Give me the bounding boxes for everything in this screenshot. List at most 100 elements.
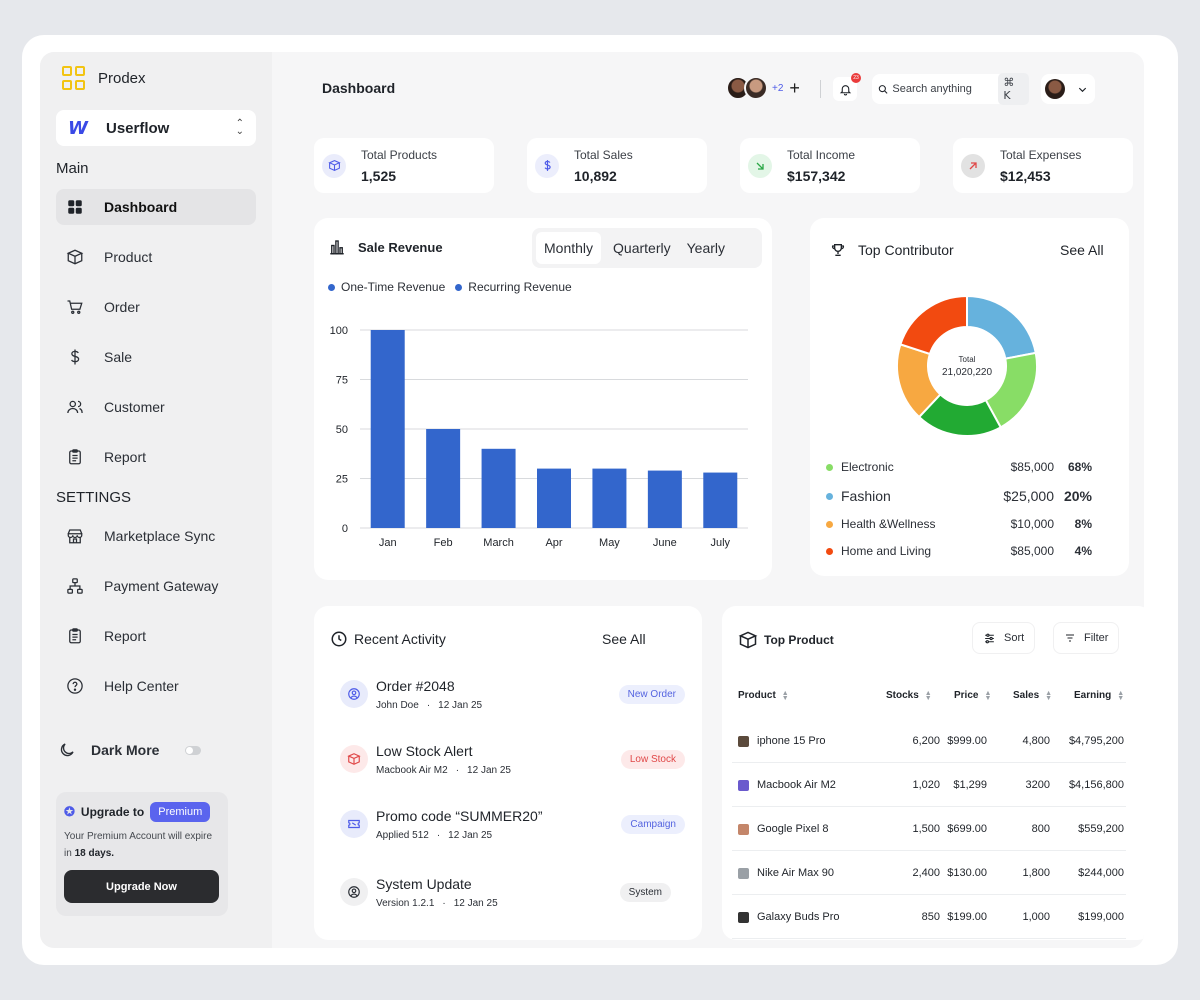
brand[interactable]: Prodex [62, 66, 146, 90]
avatar[interactable] [744, 76, 768, 100]
category-amount: $10,000 [1010, 517, 1054, 531]
column-header-product[interactable]: Product ▲ ▼ [738, 689, 789, 702]
category-name: Electronic [841, 460, 894, 474]
separator-dot: · [426, 699, 431, 711]
dark-mode-switch[interactable] [185, 745, 202, 755]
contributor-row[interactable]: Health &Wellness $10,000 8% [826, 517, 1092, 531]
team-avatars[interactable]: +2 + [726, 76, 800, 100]
activity-title: System Update [376, 875, 472, 892]
activity-item[interactable]: Low Stock Alert Macbook Air M2 · 12 Jan 25… [340, 739, 685, 779]
x-tick-label: March [483, 537, 514, 549]
column-header-price[interactable]: Price ▲ ▼ [954, 689, 992, 702]
sale-revenue-card: Sale Revenue Monthly Quarterly Yearly On… [314, 218, 772, 580]
sidebar-item-product[interactable]: Product [56, 239, 256, 275]
box-icon [66, 248, 84, 266]
sidebar-item-marketplace-sync[interactable]: Marketplace Sync [56, 518, 256, 554]
sidebar-item-payment-gateway[interactable]: Payment Gateway [56, 568, 256, 604]
sidebar-item-help-center[interactable]: Help Center [56, 668, 256, 704]
sidebar-item-label: Report [104, 628, 147, 644]
top-product-card: Top Product Sort Filter Product ▲ ▼ Stocks… [722, 606, 1144, 940]
sidebar-item-label: Customer [104, 399, 165, 415]
upgrade-text: Your Premium Account will expire in 18 d… [64, 828, 220, 862]
top-contributor-title: Top Contributor [858, 242, 954, 258]
activity-item[interactable]: System Update Version 1.2.1 · 12 Jan 25 Sy… [340, 872, 685, 912]
table-row[interactable]: Macbook Air M2 1,020 $1,299 3200 $4,156,… [732, 763, 1126, 807]
stat-card-total-income[interactable]: Total Income $157,342 [740, 138, 920, 193]
avatar-more-count[interactable]: +2 [772, 82, 784, 94]
activity-item[interactable]: Promo code “SUMMER20” Applied 512 · 12 Jan… [340, 804, 685, 844]
contributor-row[interactable]: Fashion $25,000 20% [826, 488, 1092, 504]
bar [537, 468, 571, 528]
activity-item[interactable]: Order #2048 John Doe · 12 Jan 25 New Order [340, 674, 685, 714]
see-all-activity-button[interactable]: See All [592, 623, 656, 655]
workspace-switcher[interactable]: W Userflow ⌃ ⌄ [56, 110, 256, 146]
sidebar-item-customer[interactable]: Customer [56, 389, 256, 425]
sort-arrows-icon: ▲ ▼ [984, 689, 992, 702]
sort-button[interactable]: Sort [972, 622, 1036, 654]
contributor-row[interactable]: Home and Living $85,000 4% [826, 544, 1092, 558]
sidebar-item-dashboard[interactable]: Dashboard [56, 189, 256, 225]
column-header-earning[interactable]: Earning ▲ ▼ [1074, 690, 1124, 702]
dark-mode-toggle-row[interactable]: Dark More [56, 738, 256, 762]
tab-quarterly[interactable]: Quarterly [613, 240, 671, 256]
bell-icon [839, 84, 851, 95]
category-amount: $25,000 [1003, 488, 1054, 504]
product-thumbnail [738, 779, 749, 791]
premium-badge: Premium [150, 802, 211, 822]
product-thumbnail [738, 911, 749, 923]
column-header-sales[interactable]: Sales ▲ ▼ [1013, 690, 1052, 702]
search-input[interactable] [892, 83, 993, 95]
sidebar-item-label: Order [104, 299, 140, 315]
legend-item[interactable]: Recurring Revenue [455, 280, 572, 294]
upgrade-now-button[interactable]: Upgrade Now [64, 870, 219, 903]
filter-button[interactable]: Filter [1053, 622, 1120, 654]
sort-arrows-icon: ▲ ▼ [924, 689, 932, 702]
stat-card-total-expenses[interactable]: Total Expenses $12,453 [953, 138, 1133, 193]
chart-legend: One-Time Revenue Recurring Revenue [328, 280, 572, 294]
product-earning: $4,156,800 [1068, 779, 1124, 791]
grid-icon [66, 198, 84, 216]
see-all-contributors-button[interactable]: See All [1050, 234, 1114, 266]
donut-slice[interactable] [899, 294, 968, 356]
stat-value: 10,892 [574, 167, 617, 184]
stat-card-total-sales[interactable]: Total Sales 10,892 [527, 138, 707, 193]
donut-slice[interactable] [966, 294, 1037, 360]
stat-label: Total Sales [574, 147, 633, 162]
stat-card-total-products[interactable]: Total Products 1,525 [314, 138, 494, 193]
profile-menu[interactable] [1041, 74, 1095, 104]
sale-revenue-title: Sale Revenue [358, 239, 443, 255]
sidebar-item-order[interactable]: Order [56, 289, 256, 325]
notifications-button[interactable]: 23 [833, 73, 861, 101]
sidebar: Prodex W Userflow ⌃ ⌄ Main Dashboard Prod… [40, 52, 272, 948]
activity-tag: Low Stock [620, 749, 685, 769]
sidebar-item-label: Payment Gateway [104, 578, 219, 594]
legend-item[interactable]: One-Time Revenue [328, 280, 445, 294]
product-name: Galaxy Buds Pro [757, 911, 840, 923]
sidebar-item-sale[interactable]: Sale [56, 339, 256, 375]
header-divider [820, 80, 821, 98]
tab-monthly[interactable]: Monthly [536, 232, 602, 264]
sort-label: Sort [1004, 632, 1025, 644]
ticket-icon [340, 810, 368, 838]
column-header-stocks[interactable]: Stocks ▲ ▼ [886, 689, 932, 702]
table-row[interactable]: Google Pixel 8 1,500 $699.00 800 $559,20… [732, 807, 1126, 851]
sidebar-item-report-settings[interactable]: Report [56, 618, 256, 654]
upgrade-days: 18 days. [74, 848, 115, 859]
table-row[interactable]: Galaxy Buds Pro 850 $199.00 1,000 $199,0… [732, 895, 1126, 939]
product-stocks: 1,500 [912, 823, 940, 835]
search-bar[interactable]: ⌘ K [872, 73, 1029, 105]
sidebar-item-report[interactable]: Report [56, 439, 256, 475]
brand-logo-icon [62, 66, 86, 90]
contributor-row[interactable]: Electronic $85,000 68% [826, 460, 1092, 474]
table-row[interactable]: iphone 15 Pro 6,200 $999.00 4,800 $4,795… [732, 719, 1126, 763]
add-member-button[interactable]: + [789, 77, 800, 98]
x-tick-label: July [711, 537, 731, 549]
sidebar-item-label: Report [104, 449, 147, 465]
sort-arrows-icon: ▲ ▼ [781, 689, 789, 702]
tab-yearly[interactable]: Yearly [686, 240, 726, 256]
category-dot [826, 520, 833, 528]
table-row[interactable]: Nike Air Max 90 2,400 $130.00 1,800 $244… [732, 851, 1126, 895]
x-tick-label: June [653, 537, 677, 549]
sidebar-item-label: Product [104, 249, 153, 265]
y-tick-label: 100 [330, 325, 348, 337]
